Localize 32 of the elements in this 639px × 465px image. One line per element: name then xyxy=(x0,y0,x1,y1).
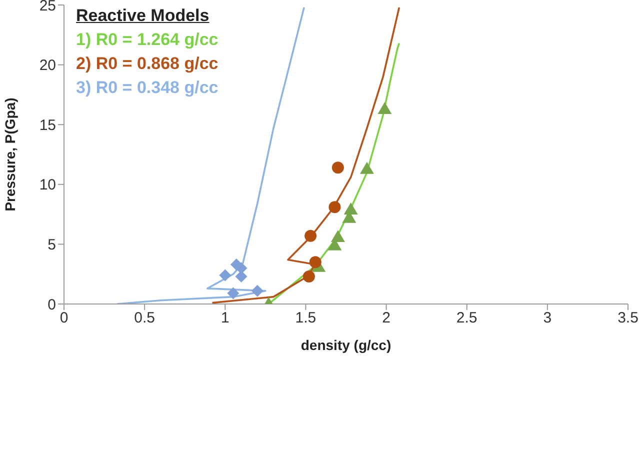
point xyxy=(219,269,232,282)
x-axis-title: density (g/cc) xyxy=(300,337,392,353)
y-tick-label: 20 xyxy=(39,57,56,74)
point xyxy=(304,230,317,242)
y-tick-label: 15 xyxy=(39,116,56,134)
x-tick-label: 3.5 xyxy=(618,310,638,327)
x-tick-label: 2.5 xyxy=(456,310,478,327)
text: 1) R0 = 1.264 g/cc xyxy=(76,29,218,51)
point xyxy=(227,287,240,300)
x-tick-label: 1.5 xyxy=(295,310,316,327)
point xyxy=(251,284,264,297)
y-tick-label: 10 xyxy=(39,176,56,194)
y-tick-label: 5 xyxy=(48,236,56,254)
point xyxy=(332,162,344,174)
text: 2) R0 = 0.868 g/cc xyxy=(76,53,218,75)
y-tick-label: 0 xyxy=(48,296,56,314)
point xyxy=(360,162,374,174)
x-tick-label: 0 xyxy=(60,310,68,327)
point xyxy=(378,102,392,114)
point xyxy=(344,202,358,215)
text: 3) R0 = 0.348 g/cc xyxy=(76,77,218,99)
point xyxy=(328,201,341,214)
x-tick-label: 3 xyxy=(543,310,552,327)
x-tick-label: 1 xyxy=(220,310,230,327)
point xyxy=(330,230,345,242)
point xyxy=(302,270,315,282)
x-tick-label: 0.5 xyxy=(134,310,155,327)
legend-title: Reactive Models xyxy=(76,5,210,27)
y-tick-label: 25 xyxy=(39,0,56,14)
x-tick-label: 2 xyxy=(382,310,390,327)
y-axis-title: Pressure, P(Gpa) xyxy=(2,98,18,212)
point xyxy=(309,256,322,268)
